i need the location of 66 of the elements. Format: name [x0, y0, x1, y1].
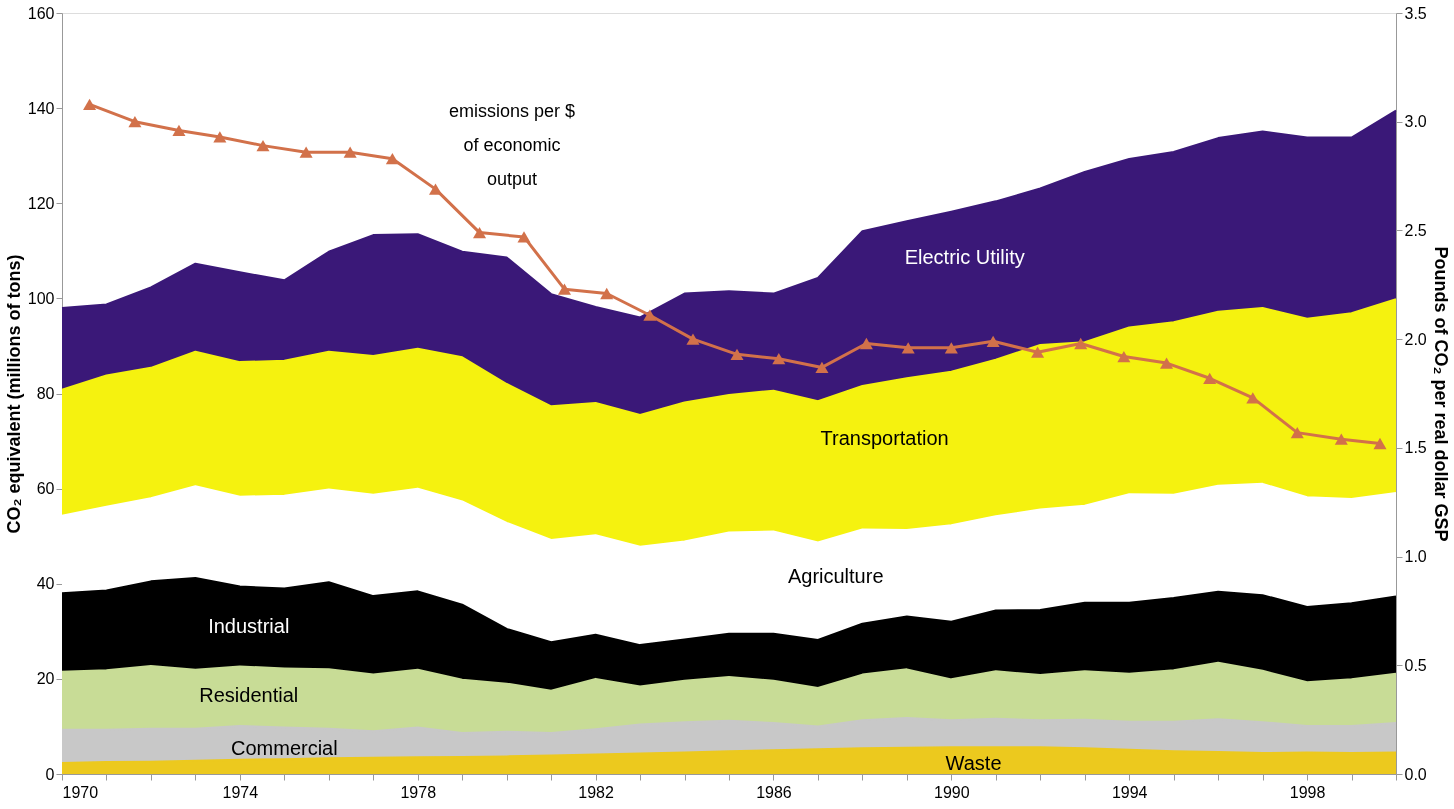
point — [600, 287, 614, 300]
series-label: Transportation — [820, 426, 949, 449]
y-tick-label: 160 — [27, 4, 55, 22]
y2-axis-title: Pounds of CO₂ per real dollar GSP — [1430, 246, 1451, 542]
point — [517, 231, 531, 243]
y2-tick-label: 2.0 — [1404, 330, 1427, 348]
x-tick-label: 1970 — [62, 783, 99, 801]
point — [557, 283, 571, 295]
x-tick-label: 1990 — [934, 783, 970, 801]
x-tick-label: 1998 — [1289, 783, 1326, 801]
y-tick-label: 120 — [27, 194, 55, 212]
point — [385, 153, 399, 165]
point — [815, 361, 829, 374]
series-label: Waste — [945, 751, 1002, 774]
series-label: Electric Utility — [904, 245, 1025, 268]
y-tick-label: 100 — [27, 289, 55, 307]
x-tick-label: 1974 — [222, 783, 259, 801]
point — [1203, 372, 1217, 384]
point — [686, 333, 700, 345]
point — [1117, 350, 1131, 363]
y-tick-label: 40 — [36, 575, 55, 593]
series-label: Commercial — [230, 737, 338, 760]
y-tick-label: 20 — [36, 670, 55, 688]
series-label: Industrial — [208, 614, 290, 637]
y2-tick-label: 1.0 — [1404, 548, 1427, 566]
y2-tick-label: 0.0 — [1404, 765, 1427, 783]
point — [643, 309, 657, 321]
y2-tick-label: 3.0 — [1404, 113, 1427, 131]
point — [730, 348, 744, 361]
y-tick-label: 60 — [36, 480, 55, 498]
y-tick-label: 80 — [36, 385, 55, 402]
series-label: Agriculture — [787, 564, 884, 587]
point — [859, 337, 873, 350]
y2-tick-label: 2.5 — [1404, 221, 1427, 239]
point — [1074, 337, 1088, 350]
point — [772, 353, 786, 365]
annotation: emissions per $ of economic output — [448, 101, 576, 189]
point — [1290, 426, 1304, 439]
point — [343, 146, 357, 158]
point — [901, 342, 915, 354]
point — [1246, 392, 1260, 404]
y2-tick-label: 1.5 — [1404, 439, 1427, 457]
y2-tick-label: 3.5 — [1404, 4, 1427, 22]
y-axis-title: CO₂ equivalent (millions of tons) — [3, 254, 24, 534]
point — [944, 342, 958, 354]
point — [986, 335, 1000, 347]
point — [429, 183, 443, 195]
point — [172, 124, 186, 137]
x-tick-label: 1994 — [1111, 783, 1148, 801]
y-tick-label: 140 — [27, 99, 55, 117]
point — [213, 131, 227, 143]
y-tick-label: 0 — [45, 765, 55, 783]
point — [1160, 357, 1174, 369]
x-tick-label: 1978 — [400, 783, 437, 801]
point — [1031, 346, 1045, 358]
point — [1373, 437, 1387, 450]
x-tick-label: 1982 — [578, 783, 614, 801]
point — [128, 116, 142, 128]
y2-tick-label: 0.5 — [1404, 656, 1427, 674]
point — [473, 226, 487, 239]
series-label: Residential — [199, 683, 299, 706]
point — [256, 139, 270, 152]
x-tick-label: 1986 — [756, 783, 792, 801]
point — [299, 146, 313, 158]
point — [1334, 433, 1348, 445]
point — [83, 98, 97, 110]
